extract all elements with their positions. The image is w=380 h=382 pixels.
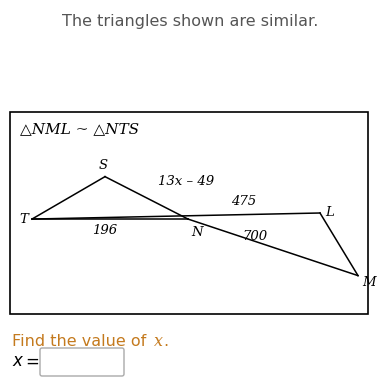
- FancyBboxPatch shape: [40, 348, 124, 376]
- Text: $x$: $x$: [12, 353, 24, 371]
- Text: S: S: [98, 159, 108, 172]
- Text: M: M: [362, 276, 375, 289]
- Text: 700: 700: [242, 230, 268, 243]
- Text: .: .: [163, 335, 168, 350]
- Text: =: =: [25, 353, 39, 371]
- Text: 13x – 49: 13x – 49: [158, 175, 215, 188]
- Text: The triangles shown are similar.: The triangles shown are similar.: [62, 14, 318, 29]
- Text: N: N: [191, 226, 203, 239]
- Text: L: L: [325, 207, 334, 220]
- Text: 196: 196: [92, 224, 117, 237]
- Text: 475: 475: [231, 195, 256, 208]
- Text: T: T: [19, 212, 28, 225]
- Text: Find the value of: Find the value of: [12, 335, 151, 350]
- Text: △NML ~ △NTS: △NML ~ △NTS: [20, 122, 139, 136]
- FancyBboxPatch shape: [10, 112, 368, 314]
- Text: x: x: [154, 333, 163, 351]
